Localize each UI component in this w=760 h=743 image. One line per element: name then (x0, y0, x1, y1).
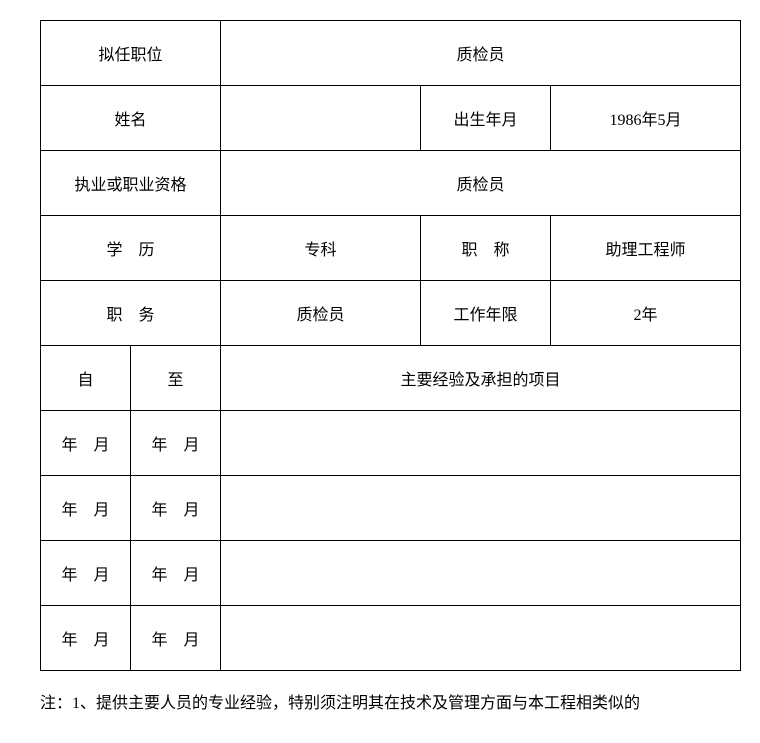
experience-row: 年 月 年 月 (41, 476, 741, 541)
experience-to: 年 月 (131, 541, 221, 606)
experience-row: 年 月 年 月 (41, 411, 741, 476)
experience-detail (221, 476, 741, 541)
value-work-years: 2年 (551, 281, 741, 346)
value-duty: 质检员 (221, 281, 421, 346)
label-duty: 职 务 (41, 281, 221, 346)
row-proposed-position: 拟任职位 质检员 (41, 21, 741, 86)
experience-row: 年 月 年 月 (41, 606, 741, 671)
label-name: 姓名 (41, 86, 221, 151)
value-title: 助理工程师 (551, 216, 741, 281)
experience-to: 年 月 (131, 476, 221, 541)
value-name (221, 86, 421, 151)
value-proposed-position: 质检员 (221, 21, 741, 86)
experience-from: 年 月 (41, 411, 131, 476)
label-birth: 出生年月 (421, 86, 551, 151)
personnel-table: 拟任职位 质检员 姓名 出生年月 1986年5月 执业或职业资格 质检员 学 历… (40, 20, 741, 671)
experience-detail (221, 411, 741, 476)
experience-from: 年 月 (41, 606, 131, 671)
row-name-birth: 姓名 出生年月 1986年5月 (41, 86, 741, 151)
row-qualification: 执业或职业资格 质检员 (41, 151, 741, 216)
row-duty-years: 职 务 质检员 工作年限 2年 (41, 281, 741, 346)
label-education: 学 历 (41, 216, 221, 281)
footnote: 注：1、提供主要人员的专业经验，特别须注明其在技术及管理方面与本工程相类似的 (40, 689, 740, 713)
label-from: 自 (41, 346, 131, 411)
row-experience-header: 自 至 主要经验及承担的项目 (41, 346, 741, 411)
experience-from: 年 月 (41, 476, 131, 541)
value-education: 专科 (221, 216, 421, 281)
label-work-years: 工作年限 (421, 281, 551, 346)
label-qualification: 执业或职业资格 (41, 151, 221, 216)
experience-from: 年 月 (41, 541, 131, 606)
label-experience: 主要经验及承担的项目 (221, 346, 741, 411)
value-qualification: 质检员 (221, 151, 741, 216)
experience-to: 年 月 (131, 606, 221, 671)
experience-detail (221, 606, 741, 671)
experience-detail (221, 541, 741, 606)
row-education-title: 学 历 专科 职 称 助理工程师 (41, 216, 741, 281)
value-birth: 1986年5月 (551, 86, 741, 151)
label-title: 职 称 (421, 216, 551, 281)
label-proposed-position: 拟任职位 (41, 21, 221, 86)
experience-to: 年 月 (131, 411, 221, 476)
experience-row: 年 月 年 月 (41, 541, 741, 606)
label-to: 至 (131, 346, 221, 411)
